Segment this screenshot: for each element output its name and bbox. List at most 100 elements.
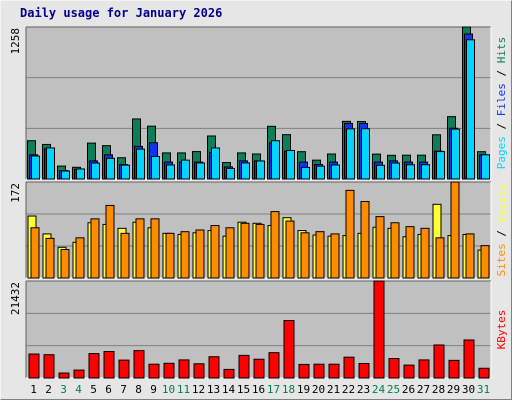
sites-bar [480,245,490,279]
pages-bar [481,154,490,180]
kbytes-bar [343,356,355,379]
sites-bar [345,189,355,279]
x-tick-label: 17 [267,383,280,396]
kbytes-bar [133,350,145,379]
x-tick-label: 12 [192,383,205,396]
legend-item-kbytes: KBytes [495,310,508,350]
x-tick-label: 1 [30,383,37,396]
kbytes-bar [313,363,325,379]
sites-bar [135,218,145,279]
pages-bar [226,167,235,180]
sites-bar [255,223,265,279]
x-tick-label: 16 [252,383,265,396]
pages-bar [241,162,250,180]
sites-bar [150,218,160,279]
x-tick-label: 8 [135,383,142,396]
legend-item-hits: Hits [495,37,508,64]
pages-bar [166,164,175,180]
sites-bar [180,231,190,279]
kbytes-bar [433,344,445,379]
kbytes-bar [103,351,115,379]
legend-separator: / [495,116,508,136]
kbytes-bar [283,320,295,379]
sites-bar [270,211,280,279]
x-tick-label: 24 [372,383,386,396]
kbytes-bar [388,358,400,379]
kbytes-bar [88,353,100,379]
pages-bar [376,164,385,180]
x-tick-label: 25 [387,383,400,396]
legend-separator: / [495,223,508,243]
pages-bar [391,162,400,180]
x-tick-label: 26 [402,383,415,396]
pages-bar [421,164,430,180]
kbytes-bar [403,364,415,379]
kbytes-bar [58,372,70,379]
pages-bar [256,160,265,180]
pages-bar [121,164,130,180]
pages-bar [31,155,40,180]
kbytes-bar [463,339,475,379]
kbytes-bar [253,358,265,379]
x-tick-label: 9 [150,383,157,396]
x-tick-label: 13 [207,383,220,396]
kbytes-bar [163,362,175,379]
pages-bar [151,156,160,180]
kbytes-bar [223,368,235,379]
kbytes-bar [358,363,370,379]
sites-bar [300,232,310,279]
kbytes-bar [478,367,490,379]
kbytes-bar [208,356,220,379]
kbytes-bar [328,363,340,379]
sites-bar [285,220,295,279]
x-tick-label: 28 [432,383,445,396]
x-tick-label: 19 [297,383,310,396]
x-tick-label: 27 [417,383,430,396]
pages-bar [331,164,340,180]
sites-bar [435,237,445,279]
pages-bar [271,140,280,180]
pages-bar [361,128,370,180]
x-tick-label: 3 [60,383,67,396]
pages-bar [136,148,145,180]
pages-bar [61,170,70,180]
legend-item-sites: Sites [495,243,508,276]
kbytes-bar [373,280,385,379]
x-tick-label: 20 [312,383,325,396]
kbytes-bar [193,363,205,379]
legend-item-files: Files [495,83,508,116]
pages-bar [46,147,55,180]
x-tick-label: 22 [342,383,355,396]
kbytes-bar [118,359,130,379]
sites-bar [465,233,475,279]
pages-bar [196,162,205,180]
sites-bar [360,201,370,279]
kbytes-bar [28,353,40,379]
x-tick-label: 30 [462,383,475,396]
kbytes-bar [448,359,460,379]
sites-bar [375,216,385,279]
pages-bar [181,159,190,180]
legend-hits-files-pages: Pages / Files / Hits [495,37,508,170]
pages-bar [286,149,295,180]
y-axis-max-label: 21432 [9,282,22,315]
pages-bar [301,166,310,180]
pages-bar [316,165,325,180]
legend-item-visits: Visits [495,184,508,224]
pages-bar [91,162,100,180]
sites-bar [105,204,115,279]
kbytes-bar [43,354,55,379]
kbytes-bar [73,369,85,379]
sites-bar [60,249,70,279]
legend-kbytes: KBytes [495,310,508,350]
pages-bar [436,151,445,180]
sites-bar [210,225,220,279]
sites-bar [120,232,130,279]
y-axis-max-label: 172 [9,183,22,203]
x-tick-label: 29 [447,383,460,396]
pages-bar [406,164,415,180]
sites-bar [30,227,40,279]
sites-bar [450,181,460,279]
x-tick-label: 4 [75,383,82,396]
